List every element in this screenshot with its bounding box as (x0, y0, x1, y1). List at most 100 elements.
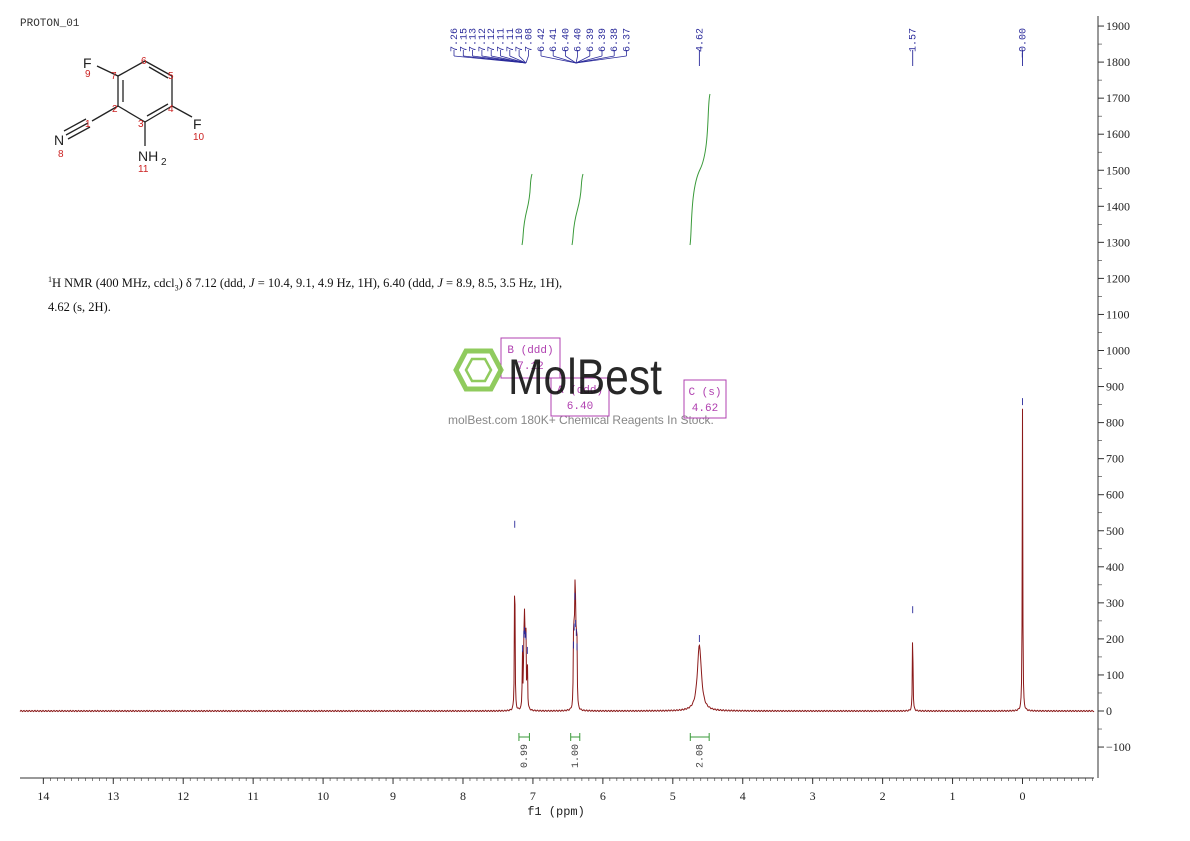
molbest-logo-icon (453, 348, 504, 392)
peak-leader (553, 55, 577, 64)
peak-label: 7.11 (497, 28, 508, 52)
multiplet-box-a-shift: 6.40 (567, 401, 593, 413)
y-tick-label: 1800 (1106, 55, 1130, 69)
peak-leader (575, 55, 590, 64)
peak-leader (525, 55, 529, 64)
y-tick-label: 700 (1106, 452, 1124, 466)
atom-f10: F (193, 116, 202, 132)
atom-number: 1 (85, 119, 91, 130)
atom-number: 10 (193, 132, 205, 143)
peak-label: 7.12 (478, 28, 489, 52)
y-tick-label: 600 (1106, 488, 1124, 502)
y-tick-label: 1700 (1106, 91, 1130, 105)
x-tick-label: 1 (950, 789, 956, 803)
x-tick-label: 7 (530, 789, 536, 803)
multiplet-box-a-label: A (ddd) (557, 385, 603, 397)
peak-label: 4.62 (695, 28, 706, 52)
atom-number: 9 (85, 69, 91, 80)
peak-leader (575, 55, 627, 64)
y-tick-label: 1000 (1106, 344, 1130, 358)
multiplet-box-b-label: B (ddd) (507, 345, 553, 357)
peak-leader (575, 55, 578, 64)
x-tick-label: 5 (670, 789, 676, 803)
integral-curve-b (521, 173, 533, 246)
y-tick-label: 300 (1106, 596, 1124, 610)
peak-label: 7.12 (487, 28, 498, 52)
molecule-structure (63, 60, 193, 146)
y-tick-label: 400 (1106, 560, 1124, 574)
peak-label: 6.37 (622, 28, 633, 52)
atom-number: 2 (112, 104, 118, 115)
atom-number: 11 (138, 164, 149, 175)
atom-nh2-subscript: 2 (161, 157, 167, 168)
integral-curve-a (571, 173, 584, 246)
x-tick-label: 3 (810, 789, 816, 803)
peak-leader (509, 55, 527, 64)
peak-label: 7.13 (469, 28, 480, 52)
atom-number: 8 (58, 149, 64, 160)
peak-label: 7.15 (459, 28, 470, 52)
x-tick-label: 2 (880, 789, 886, 803)
x-tick-label: 0 (1020, 789, 1026, 803)
peak-leader (518, 55, 527, 64)
atom-n8: N (54, 132, 64, 148)
y-tick-label: 1900 (1106, 19, 1130, 33)
nmr-description: 1H NMR (400 MHz, cdcl3) δ 7.12 (ddd, J =… (48, 275, 563, 314)
peak-leader (565, 55, 577, 64)
y-tick-label: 900 (1106, 380, 1124, 394)
y-tick-label: 1200 (1106, 271, 1130, 285)
spectrum-trace (19, 408, 1095, 713)
y-tick-label: 800 (1106, 416, 1124, 430)
x-tick-label: 6 (600, 789, 606, 803)
x-tick-label: 11 (247, 789, 259, 803)
multiplet-box-c-shift: 4.62 (692, 403, 718, 415)
x-tick-label: 13 (107, 789, 119, 803)
peak-label: 6.39 (598, 28, 609, 52)
atom-number: 6 (141, 56, 147, 67)
peak-label: −0.00 (1019, 28, 1030, 58)
multiplet-box-b-shift: 7.12 (517, 361, 543, 373)
y-tick-label: 1600 (1106, 127, 1130, 141)
integral-curve-c (689, 93, 711, 246)
multiplet-box-b (500, 337, 561, 379)
molbest-brand-text: MolBest (508, 349, 662, 405)
x-axis-label: f1 (ppm) (527, 805, 585, 819)
peak-label: 6.40 (574, 28, 585, 52)
spectrum-title: PROTON_01 (20, 18, 80, 30)
x-tick-label: 14 (37, 789, 49, 803)
y-tick-label: 100 (1106, 668, 1124, 682)
x-tick-label: 8 (460, 789, 466, 803)
peak-label: 7.08 (524, 28, 535, 52)
molbest-logo-inner-ring (464, 357, 493, 383)
atom-number: 7 (111, 71, 117, 82)
peak-label: 6.41 (549, 28, 560, 52)
peak-leader (500, 55, 527, 64)
peak-label: 7.11 (506, 28, 517, 52)
peak-label: 6.39 (586, 28, 597, 52)
y-tick-label: 1500 (1106, 163, 1130, 177)
x-tick-label: 12 (177, 789, 189, 803)
y-tick-label: 500 (1106, 524, 1124, 538)
x-tick-label: 9 (390, 789, 396, 803)
integral-value: 1.00 (571, 744, 582, 768)
atom-number: 4 (168, 104, 174, 115)
y-tick-label: 200 (1106, 632, 1124, 646)
integral-value: 0.99 (520, 744, 531, 768)
peak-leader (540, 55, 577, 64)
atom-number: 3 (138, 119, 144, 130)
atom-nh2: NH (138, 148, 158, 164)
peak-label: 6.40 (561, 28, 572, 52)
y-tick-label: 0 (1106, 704, 1112, 718)
x-tick-label: 4 (740, 789, 746, 803)
y-tick-label: 1400 (1106, 199, 1130, 213)
y-tick-label: 1300 (1106, 235, 1130, 249)
multiplet-box-a (550, 377, 610, 417)
y-tick-label: 1100 (1106, 307, 1130, 321)
peak-label: 1.57 (909, 28, 920, 52)
peak-leader (491, 55, 527, 64)
y-tick-label: −100 (1106, 740, 1131, 754)
multiplet-box-c (683, 379, 727, 419)
x-tick-label: 10 (317, 789, 329, 803)
peak-label: 6.38 (610, 28, 621, 52)
